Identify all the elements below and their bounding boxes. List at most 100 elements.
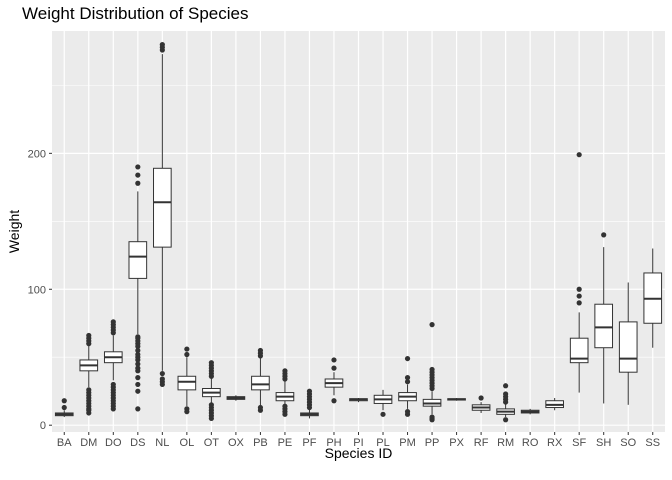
box-pl bbox=[373, 389, 393, 417]
outlier-point bbox=[135, 381, 141, 388]
x-tick-label: PH bbox=[326, 437, 341, 449]
x-tick-label: PI bbox=[353, 437, 363, 449]
outlier-point bbox=[282, 403, 288, 409]
outlier-point bbox=[159, 376, 165, 382]
outlier-point bbox=[404, 355, 411, 362]
outlier-point bbox=[61, 398, 67, 404]
x-axis: BA DM DO DS NL OL OT OX PB PE PF PH PI PL PM PP PX RF RM RO… bbox=[57, 432, 660, 449]
box-ph bbox=[324, 357, 344, 404]
outlier-point bbox=[503, 383, 509, 389]
outlier-point bbox=[135, 347, 141, 354]
box-pf bbox=[300, 388, 319, 419]
x-tick-label: OX bbox=[228, 437, 245, 449]
x-tick-label: RF bbox=[474, 437, 489, 449]
x-tick-label: RX bbox=[547, 437, 563, 449]
outlier-point bbox=[135, 375, 141, 381]
box-do bbox=[103, 319, 123, 412]
outlier-point bbox=[576, 300, 582, 306]
outlier-point bbox=[135, 164, 141, 170]
x-tick-label: PB bbox=[253, 437, 268, 449]
x-tick-label: SS bbox=[645, 437, 660, 449]
box-pe bbox=[275, 368, 295, 417]
outlier-point bbox=[135, 351, 141, 358]
outlier-point bbox=[135, 172, 141, 178]
x-tick-label: DS bbox=[130, 437, 145, 449]
outlier-point bbox=[184, 351, 190, 358]
outlier-point bbox=[257, 347, 264, 354]
x-tick-label: RM bbox=[497, 437, 514, 449]
box-pm bbox=[398, 355, 417, 417]
x-tick-label: SH bbox=[596, 437, 611, 449]
outlier-point bbox=[135, 180, 141, 186]
x-tick-label: NL bbox=[155, 437, 169, 449]
box-ot bbox=[202, 360, 221, 422]
box-iqr bbox=[251, 375, 270, 391]
box-iqr bbox=[594, 303, 614, 349]
outlier-point bbox=[601, 232, 607, 238]
outlier-point bbox=[282, 368, 288, 374]
outlier-point bbox=[429, 414, 435, 420]
outlier-point bbox=[404, 379, 411, 385]
outlier-point bbox=[135, 365, 141, 371]
x-tick-label: OL bbox=[180, 437, 195, 449]
box-pi bbox=[349, 398, 368, 403]
box-rm bbox=[496, 383, 515, 423]
box-pb bbox=[251, 347, 270, 413]
box-dm bbox=[79, 332, 99, 416]
outlier-point bbox=[208, 360, 214, 366]
x-tick-label: BA bbox=[57, 437, 72, 449]
outlier-point bbox=[184, 406, 190, 412]
y-tick-label: 200 bbox=[28, 148, 46, 160]
x-tick-label: RO bbox=[522, 437, 539, 449]
box-iqr bbox=[569, 337, 589, 364]
outlier-point bbox=[380, 411, 386, 417]
box-sf bbox=[569, 152, 589, 393]
x-tick-label: SO bbox=[620, 437, 636, 449]
outlier-point bbox=[110, 319, 116, 325]
y-axis-title: Weight bbox=[6, 210, 22, 253]
box-ss bbox=[643, 248, 663, 348]
x-axis-title: Species ID bbox=[325, 445, 393, 461]
outlier-point bbox=[135, 334, 141, 340]
y-tick-label: 0 bbox=[40, 420, 46, 432]
x-tick-label: PM bbox=[399, 437, 416, 449]
box-rx bbox=[545, 398, 564, 411]
box-so bbox=[618, 282, 638, 405]
outlier-point bbox=[159, 41, 165, 48]
outlier-point bbox=[331, 357, 337, 363]
outlier-point bbox=[257, 404, 264, 411]
box-rf bbox=[471, 395, 491, 413]
outlier-point bbox=[576, 286, 582, 292]
box-ds bbox=[128, 164, 148, 412]
outlier-point bbox=[331, 365, 337, 371]
box-ba bbox=[54, 398, 74, 418]
box-ro bbox=[520, 408, 540, 415]
outlier-point bbox=[208, 402, 214, 408]
outlier-point bbox=[159, 370, 165, 377]
box-pp bbox=[422, 322, 442, 423]
outlier-point bbox=[576, 293, 582, 299]
x-tick-label: DM bbox=[80, 437, 97, 449]
outlier-point bbox=[86, 332, 92, 339]
outlier-point bbox=[184, 346, 190, 352]
outlier-point bbox=[576, 152, 582, 158]
x-tick-label: DO bbox=[105, 437, 122, 449]
chart-title: Weight Distribution of Species bbox=[22, 4, 249, 23]
outlier-point bbox=[306, 388, 313, 394]
box-ol bbox=[177, 346, 197, 415]
outlier-point bbox=[429, 366, 435, 373]
x-tick-label: SF bbox=[572, 437, 586, 449]
outlier-point bbox=[503, 417, 509, 423]
x-tick-label: PF bbox=[302, 437, 316, 449]
box-ox bbox=[226, 395, 246, 401]
box-px bbox=[447, 398, 466, 401]
box-nl bbox=[153, 41, 172, 388]
outlier-point bbox=[110, 381, 116, 388]
outlier-point bbox=[503, 391, 509, 397]
outlier-point bbox=[478, 395, 484, 401]
x-tick-label: OT bbox=[204, 437, 220, 449]
outlier-point bbox=[331, 398, 337, 404]
outlier-point bbox=[404, 375, 411, 381]
outlier-point bbox=[135, 406, 141, 412]
